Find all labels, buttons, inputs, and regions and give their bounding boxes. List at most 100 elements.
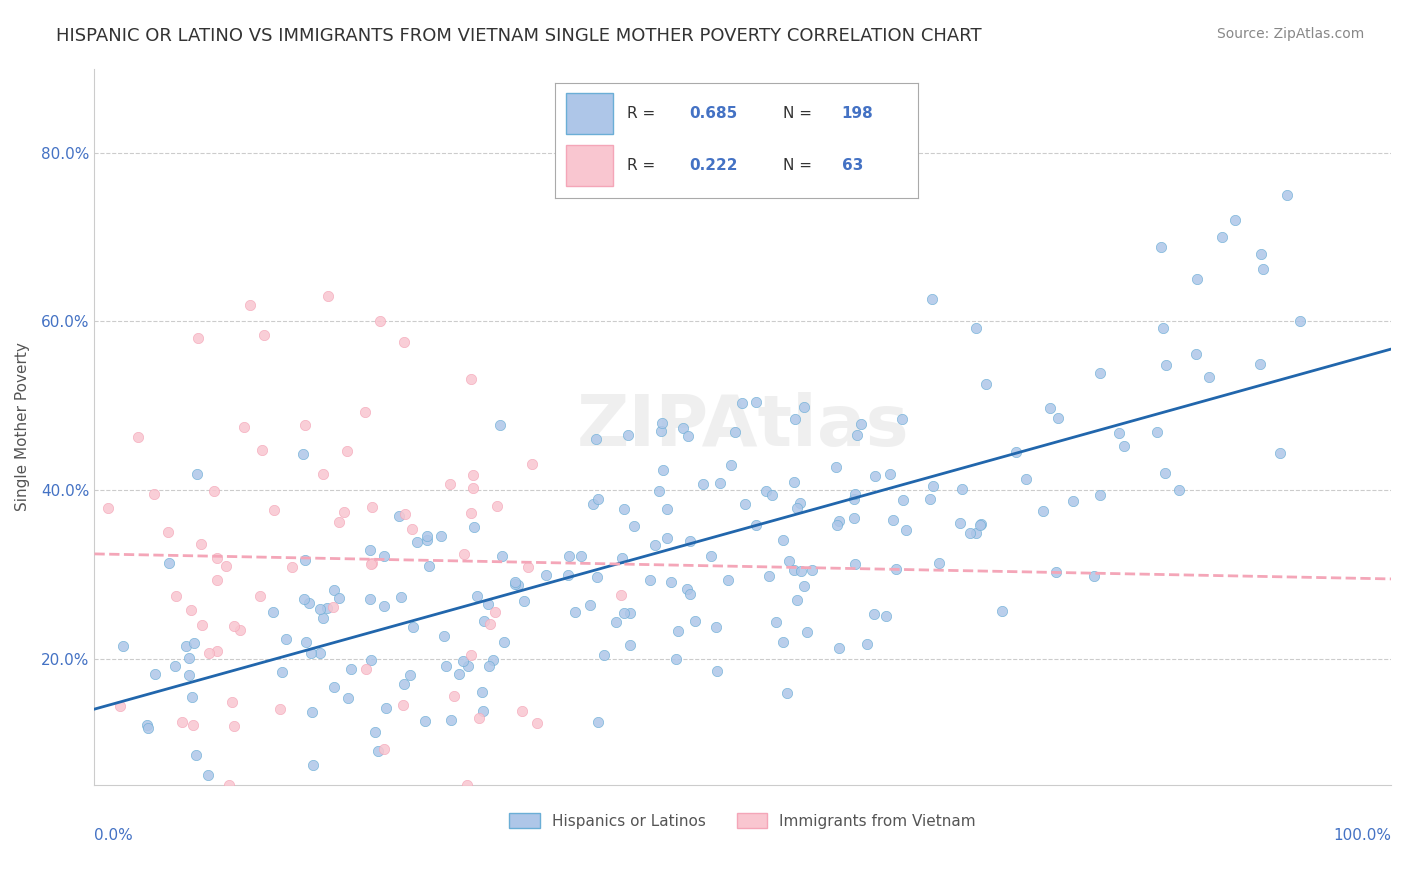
Point — [457, 659, 479, 673]
Point — [373, 742, 395, 756]
Point — [679, 587, 702, 601]
Point — [765, 615, 787, 629]
Point — [295, 635, 318, 649]
Point — [827, 640, 849, 655]
Point — [250, 442, 273, 457]
Point — [685, 614, 707, 628]
Point — [824, 460, 846, 475]
Point — [202, 484, 225, 499]
Point — [1108, 426, 1130, 441]
Point — [191, 618, 214, 632]
Point — [482, 653, 505, 667]
Point — [328, 591, 350, 605]
Point — [402, 620, 425, 634]
Point — [974, 377, 997, 392]
Point — [1167, 483, 1189, 498]
Point — [1185, 272, 1208, 286]
Point — [388, 508, 411, 523]
Point — [882, 513, 904, 527]
Point — [1250, 247, 1272, 261]
Text: HISPANIC OR LATINO VS IMMIGRANTS FROM VIETNAM SINGLE MOTHER POVERTY CORRELATION : HISPANIC OR LATINO VS IMMIGRANTS FROM VI… — [56, 27, 981, 45]
Point — [165, 590, 187, 604]
Point — [720, 458, 742, 472]
Point — [292, 446, 315, 460]
Point — [477, 597, 499, 611]
Point — [503, 577, 526, 591]
Point — [430, 529, 453, 543]
Point — [271, 665, 294, 679]
Point — [890, 412, 912, 426]
Point — [478, 658, 501, 673]
Y-axis label: Single Mother Poverty: Single Mother Poverty — [15, 343, 30, 511]
Point — [207, 573, 229, 587]
Point — [706, 664, 728, 678]
Point — [1090, 367, 1112, 381]
Point — [786, 501, 808, 516]
Point — [1152, 321, 1174, 335]
Point — [676, 429, 699, 443]
Point — [478, 616, 501, 631]
Point — [392, 335, 415, 350]
Text: ZIPAtlas: ZIPAtlas — [576, 392, 910, 461]
Point — [187, 331, 209, 345]
Point — [215, 558, 238, 573]
Point — [617, 428, 640, 442]
Point — [849, 417, 872, 431]
Point — [783, 563, 806, 577]
Point — [593, 648, 616, 662]
Point — [734, 497, 756, 511]
Point — [460, 648, 482, 663]
Point — [367, 744, 389, 758]
Point — [292, 592, 315, 607]
Point — [471, 684, 494, 698]
Point — [218, 778, 240, 792]
Point — [281, 560, 304, 574]
Point — [526, 715, 548, 730]
Point — [1039, 401, 1062, 416]
Point — [517, 559, 540, 574]
Point — [1032, 504, 1054, 518]
Point — [364, 724, 387, 739]
Point — [418, 559, 440, 574]
Point — [863, 607, 886, 622]
Point — [184, 747, 207, 762]
Point — [665, 651, 688, 665]
Point — [174, 639, 197, 653]
Point — [922, 479, 945, 493]
Point — [1062, 494, 1084, 508]
Point — [731, 396, 754, 410]
Point — [312, 467, 335, 481]
Point — [1211, 230, 1233, 244]
Point — [613, 606, 636, 620]
Point — [181, 718, 204, 732]
Point — [294, 418, 316, 433]
Point — [928, 556, 950, 570]
Point — [135, 718, 157, 732]
Point — [183, 636, 205, 650]
Point — [672, 421, 695, 435]
Point — [875, 609, 897, 624]
Point — [651, 463, 673, 477]
Point — [782, 475, 804, 490]
Point — [368, 314, 391, 328]
Point — [827, 517, 849, 532]
Point — [332, 505, 354, 519]
Point — [569, 549, 592, 563]
Point — [143, 666, 166, 681]
Point — [222, 619, 245, 633]
Point — [263, 503, 285, 517]
Point — [969, 517, 991, 532]
Point — [461, 481, 484, 495]
Point — [772, 634, 794, 648]
Point — [558, 549, 581, 564]
Point — [855, 637, 877, 651]
Point — [801, 563, 824, 577]
Point — [921, 292, 943, 306]
Point — [990, 604, 1012, 618]
Point — [163, 659, 186, 673]
Point — [1083, 569, 1105, 583]
Point — [918, 491, 941, 506]
Point — [461, 467, 484, 482]
Point — [394, 676, 416, 690]
Point — [655, 501, 678, 516]
